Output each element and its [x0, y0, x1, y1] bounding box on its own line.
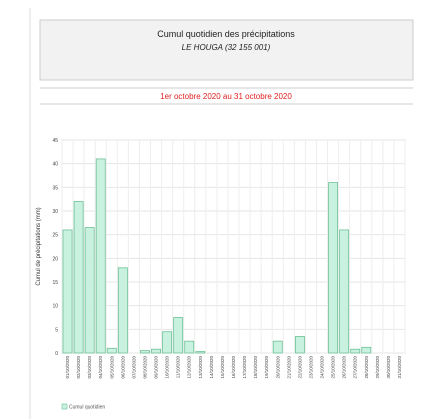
- bar: [272, 340, 283, 354]
- y-tick-label: 35: [52, 185, 58, 191]
- x-tick-label: 04/10/2020: [98, 356, 103, 379]
- legend-swatch: [61, 403, 68, 410]
- x-tick-label: 09/10/2020: [154, 356, 159, 379]
- x-tick-label: 17/10/2020: [242, 356, 247, 379]
- x-tick-label: 01/10/2020: [65, 356, 70, 379]
- x-tick-label: 03/10/2020: [87, 356, 92, 379]
- x-tick-label: 23/10/2020: [308, 356, 313, 379]
- x-tick-label: 27/10/2020: [353, 356, 358, 379]
- x-tick-label: 15/10/2020: [220, 356, 225, 379]
- x-tick-label: 07/10/2020: [131, 356, 136, 379]
- x-tick-label: 14/10/2020: [209, 356, 214, 379]
- y-tick-label: 20: [52, 256, 58, 262]
- y-tick-label: 45: [52, 138, 58, 144]
- bar: [361, 346, 372, 354]
- y-tick-label: 0: [55, 351, 58, 357]
- bar: [62, 229, 73, 354]
- x-tick-label: 20/10/2020: [275, 356, 280, 379]
- x-tick-label: 28/10/2020: [364, 356, 369, 379]
- x-tick-label: 26/10/2020: [342, 356, 347, 379]
- bar: [339, 229, 350, 354]
- bar: [73, 201, 84, 354]
- x-tick-label: 08/10/2020: [142, 356, 147, 379]
- header-box: [39, 19, 414, 81]
- x-tick-label: 18/10/2020: [253, 356, 258, 379]
- legend-label: Cumul quotidien: [69, 405, 105, 411]
- y-tick-label: 25: [52, 233, 58, 239]
- title: Cumul quotidien des précipitations: [157, 29, 295, 39]
- bar: [117, 267, 128, 354]
- x-tick-label: 29/10/2020: [375, 356, 380, 379]
- x-tick-label: 19/10/2020: [264, 356, 269, 379]
- y-tick-label: 40: [52, 162, 58, 168]
- y-tick-label: 5: [55, 327, 58, 333]
- x-tick-label: 22/10/2020: [297, 356, 302, 379]
- y-tick-label: 15: [52, 280, 58, 286]
- bar: [294, 336, 305, 354]
- x-tick-label: 24/10/2020: [320, 356, 325, 379]
- bar: [173, 317, 184, 354]
- bar: [184, 340, 195, 354]
- x-tick-label: 05/10/2020: [109, 356, 114, 379]
- bar: [328, 182, 339, 354]
- x-tick-label: 21/10/2020: [286, 356, 291, 379]
- y-axis-label: Cumul de précipitations (mm): [36, 207, 42, 285]
- y-tick-label: 10: [52, 304, 58, 310]
- x-tick-label: 13/10/2020: [198, 356, 203, 379]
- bar: [95, 158, 106, 354]
- x-tick-label: 11/10/2020: [176, 356, 181, 379]
- bar: [162, 331, 173, 354]
- x-tick-label: 25/10/2020: [331, 356, 336, 379]
- x-tick-label: 10/10/2020: [165, 356, 170, 379]
- x-tick-label: 31/10/2020: [397, 356, 402, 379]
- subtitle: LE HOUGA (32 155 001): [182, 43, 271, 52]
- x-tick-label: 12/10/2020: [187, 356, 192, 379]
- bar: [84, 227, 95, 354]
- bar: [151, 348, 161, 354]
- period: 1er octobre 2020 au 31 octobre 2020: [160, 92, 292, 101]
- plot-area: [61, 139, 406, 354]
- x-tick-label: 06/10/2020: [120, 356, 125, 379]
- bar: [106, 347, 117, 354]
- bar: [350, 348, 361, 354]
- x-tick-label: 16/10/2020: [231, 356, 236, 379]
- bar: [140, 350, 150, 354]
- x-tick-label: 02/10/2020: [76, 356, 81, 379]
- x-tick-label: 30/10/2020: [386, 356, 391, 379]
- bar: [195, 351, 206, 354]
- y-tick-label: 30: [52, 209, 58, 215]
